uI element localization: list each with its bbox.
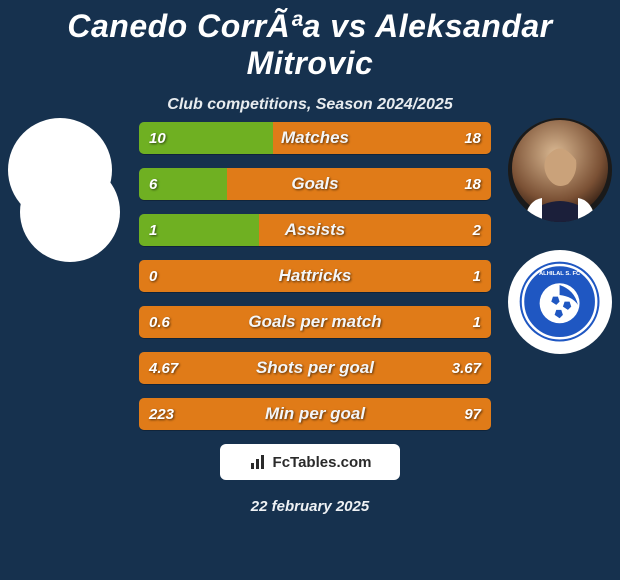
stat-left-value: 4.67 <box>149 352 178 384</box>
stat-right-fill <box>259 214 491 246</box>
stat-left-fill <box>139 398 385 430</box>
stat-left-value: 10 <box>149 122 166 154</box>
stat-right-value: 1 <box>473 306 481 338</box>
stat-right-value: 1 <box>473 260 481 292</box>
stats-chart: 1018Matches618Goals12Assists01Hattricks0… <box>139 122 491 430</box>
stat-left-value: 223 <box>149 398 174 430</box>
stat-row: 01Hattricks <box>139 260 491 292</box>
stat-left-value: 0 <box>149 260 157 292</box>
stat-row: 22397Min per goal <box>139 398 491 430</box>
stat-row: 12Assists <box>139 214 491 246</box>
page-title: Canedo CorrÃªa vs Aleksandar Mitrovic <box>0 0 620 82</box>
chart-icon <box>249 453 267 471</box>
site-badge: FcTables.com <box>220 444 400 480</box>
stat-left-value: 6 <box>149 168 157 200</box>
left-club-badge <box>20 162 120 262</box>
svg-text:ALHILAL S. FC: ALHILAL S. FC <box>539 271 581 277</box>
stat-right-value: 18 <box>464 168 481 200</box>
site-label: FcTables.com <box>273 454 372 471</box>
stat-right-fill <box>273 122 491 154</box>
stat-row: 1018Matches <box>139 122 491 154</box>
stat-right-fill <box>273 306 491 338</box>
footer-date: 22 february 2025 <box>0 498 620 515</box>
stat-right-value: 3.67 <box>452 352 481 384</box>
stat-row: 618Goals <box>139 168 491 200</box>
page-subtitle: Club competitions, Season 2024/2025 <box>0 96 620 114</box>
right-club-badge: ALHILAL S. FC <box>508 250 612 354</box>
stat-left-value: 1 <box>149 214 157 246</box>
stat-right-fill <box>227 168 491 200</box>
stat-right-value: 18 <box>464 122 481 154</box>
stat-right-fill <box>150 260 491 292</box>
stat-row: 0.61Goals per match <box>139 306 491 338</box>
stat-left-fill <box>139 260 150 292</box>
stat-right-value: 97 <box>464 398 481 430</box>
stat-right-value: 2 <box>473 214 481 246</box>
stat-left-value: 0.6 <box>149 306 170 338</box>
stat-row: 4.673.67Shots per goal <box>139 352 491 384</box>
right-player-avatar <box>508 118 612 222</box>
